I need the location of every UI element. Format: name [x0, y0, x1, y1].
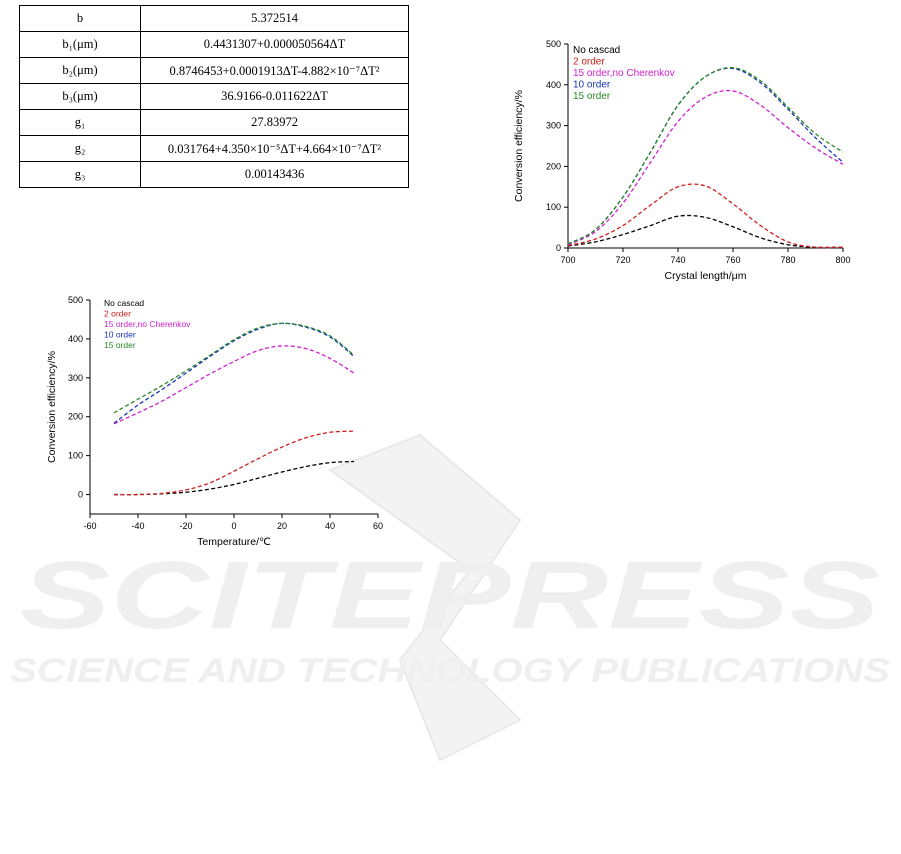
watermark-logo-mark	[327, 433, 522, 762]
series-line-3	[113, 322, 355, 424]
x-tick-label: -60	[83, 521, 96, 531]
y-tick-label: 500	[68, 295, 83, 305]
y-tick-label: 500	[546, 39, 561, 49]
watermark-title: SCITEPRESS	[20, 542, 880, 649]
param-value: 0.00143436	[140, 161, 409, 188]
table-row: b 5.372514	[19, 5, 409, 32]
y-tick-label: 300	[546, 121, 561, 131]
y-tick-label: 300	[68, 373, 83, 383]
param-value: 0.8746453+0.0001913ΔT-4.882×10⁻⁷ΔT²	[140, 57, 409, 84]
table-row: b₂(μm) 0.8746453+0.0001913ΔT-4.882×10⁻⁷Δ…	[19, 57, 409, 84]
param-value: 27.83972	[140, 109, 409, 136]
x-tick-label: 760	[725, 255, 740, 265]
series-line-2	[567, 89, 844, 246]
legend-entry: 2 order	[573, 57, 605, 68]
legend-entry: 2 order	[104, 309, 131, 319]
x-tick-label: 60	[373, 521, 383, 531]
legend-entry: 15 order,no Cherenkov	[573, 68, 675, 79]
param-name: g₁	[19, 109, 141, 136]
table-row: g₃ 0.00143436	[19, 161, 409, 188]
table-row: g₂ 0.031764+4.350×10⁻⁵ΔT+4.664×10⁻⁷ΔT²	[19, 135, 409, 162]
legend-entry: 15 order,no Cherenkov	[104, 319, 191, 329]
x-axis-title: Temperature/℃	[197, 536, 271, 548]
legend-entry: No cascad	[573, 45, 620, 56]
y-tick-label: 100	[68, 451, 83, 461]
series-line-0	[113, 460, 355, 496]
x-tick-label: 720	[615, 255, 630, 265]
param-name: b₁(μm)	[19, 31, 141, 58]
x-axis-title: Crystal length/μm	[665, 270, 747, 282]
x-tick-label: -20	[179, 521, 192, 531]
legend-entry: 15 order	[573, 91, 611, 102]
y-axis-title: Conversion efficiency/%	[46, 351, 58, 463]
y-tick-label: 400	[68, 334, 83, 344]
param-name: g₃	[19, 161, 141, 188]
series-line-1	[567, 183, 844, 249]
x-tick-label: 800	[835, 255, 850, 265]
x-tick-label: 0	[231, 521, 236, 531]
param-name: b₃(μm)	[19, 83, 141, 110]
x-tick-label: 780	[780, 255, 795, 265]
param-value: 0.031764+4.350×10⁻⁵ΔT+4.664×10⁻⁷ΔT²	[140, 135, 409, 162]
series-line-2	[113, 345, 355, 425]
x-tick-label: 700	[560, 255, 575, 265]
parameter-table: b 5.372514 b₁(μm) 0.4431307+0.000050564Δ…	[19, 5, 409, 188]
y-tick-label: 200	[546, 161, 561, 171]
y-tick-label: 200	[68, 412, 83, 422]
param-name: g₂	[19, 135, 141, 162]
chart-efficiency-vs-temperature: -60 -40 -20 0 20 40 60 0 100 200 300 400 500 Temperat…	[46, 295, 383, 548]
series-line-1	[113, 430, 355, 496]
legend-entry: 10 order	[104, 330, 136, 340]
param-name: b	[19, 5, 141, 32]
y-tick-label: 100	[546, 202, 561, 212]
series-line-0	[567, 214, 844, 249]
table-row: g₁ 27.83972	[19, 109, 409, 136]
param-name: b₂(μm)	[19, 57, 141, 84]
chart-efficiency-vs-length: 700 720 740 760 780 800 0 100 200 300 400 500 Crysta…	[513, 39, 851, 282]
y-tick-label: 400	[546, 80, 561, 90]
param-value: 36.9166-0.011622ΔT	[140, 83, 409, 110]
series-line-4	[567, 66, 844, 245]
series-line-4	[113, 322, 355, 414]
param-value: 5.372514	[140, 5, 409, 32]
table-row: b₃(μm) 36.9166-0.011622ΔT	[19, 83, 409, 110]
x-tick-label: 20	[277, 521, 287, 531]
watermark-subtitle: SCIENCE AND TECHNOLOGY PUBLICATIONS	[10, 652, 890, 690]
legend-entry: 15 order	[104, 340, 136, 350]
y-tick-label: 0	[78, 490, 83, 500]
x-tick-label: -40	[131, 521, 144, 531]
legend-entry: No cascad	[104, 298, 144, 308]
x-tick-label: 40	[325, 521, 335, 531]
table-row: b₁(μm) 0.4431307+0.000050564ΔT	[19, 31, 409, 58]
y-tick-label: 0	[556, 243, 561, 253]
param-value: 0.4431307+0.000050564ΔT	[140, 31, 409, 58]
y-axis-title: Conversion efficiency/%	[513, 90, 525, 202]
legend-entry: 10 order	[573, 80, 611, 91]
x-tick-label: 740	[670, 255, 685, 265]
